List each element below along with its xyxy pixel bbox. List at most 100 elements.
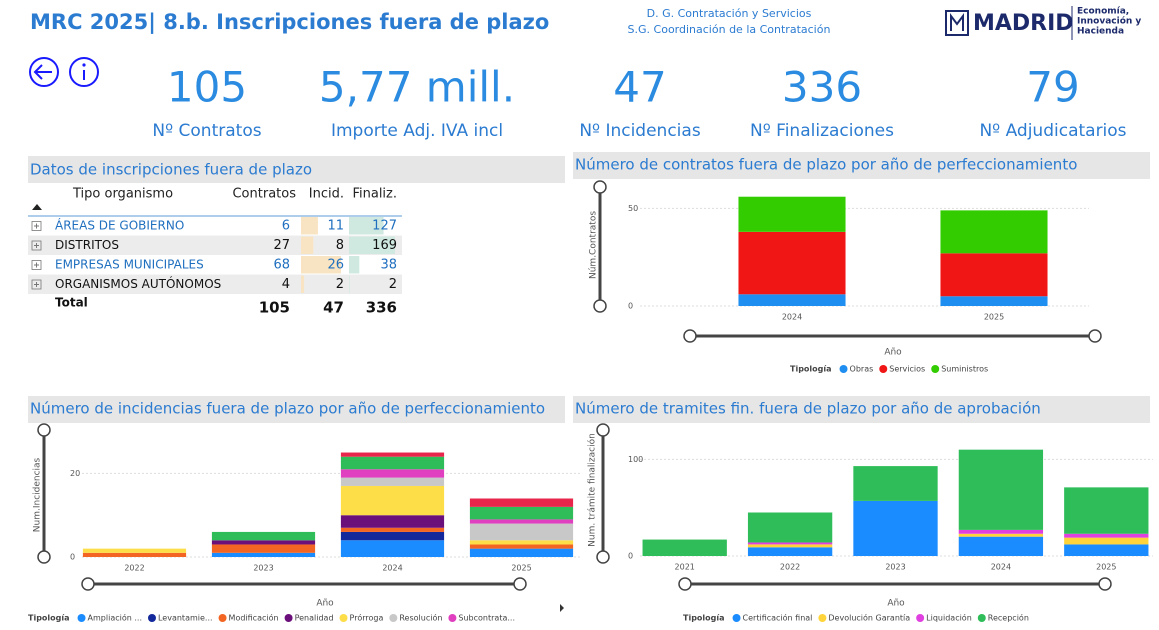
kpi-label: Nº Finalizaciones (750, 121, 894, 141)
legend-swatch (339, 614, 348, 622)
x-axis-label: Año (884, 348, 902, 358)
table-title: Datos de inscripciones fuera de plazo (30, 161, 312, 179)
y-axis-label: Num. trámite finalización (587, 433, 598, 547)
kpi-label: Nº Adjudicatarios (979, 121, 1126, 141)
chart-header-band (573, 152, 1150, 179)
expand-box (31, 240, 42, 251)
logo-text: MADRID (973, 11, 1074, 36)
kpi-value: 336 (782, 63, 862, 112)
legend-label: Modificación (229, 613, 279, 623)
h-slider-handle (1088, 329, 1102, 343)
bar-segment (469, 523, 574, 541)
info-dot[interactable] (82, 63, 86, 67)
y-tick-label: 20 (70, 469, 80, 478)
v-slider-handle (593, 299, 607, 313)
bar-segment (642, 539, 727, 556)
bar-segment (747, 542, 833, 545)
bar-segment (82, 548, 187, 553)
bar-segment (738, 196, 846, 232)
legend-swatch (147, 614, 156, 622)
legend-label: Levantamie... (158, 614, 213, 623)
bar-segment (340, 452, 445, 457)
logo-sub: Economía, (1077, 7, 1129, 17)
legend-swatch (448, 614, 457, 622)
expand-box (31, 260, 42, 270)
legend-swatch (879, 365, 888, 373)
bar-segment (940, 296, 1048, 306)
expand-box (31, 279, 42, 290)
bar-segment (738, 294, 846, 306)
y-tick-label: 0 (628, 552, 633, 561)
unit-line: S.G. Coordinación de la Contratación (628, 23, 831, 36)
cell-value: 2 (389, 277, 397, 292)
kpi-label: Nº Incidencias (579, 121, 701, 141)
legend-swatch (218, 614, 227, 622)
x-tick-label: 2023 (253, 564, 273, 573)
legend-label: Suministros (941, 365, 988, 374)
x-tick-label: 2024 (782, 313, 802, 322)
bar-segment (1064, 537, 1149, 545)
bar-segment (1064, 544, 1149, 556)
legend-label: Liquidación (926, 613, 972, 623)
bar-segment (747, 512, 833, 543)
data-bar (349, 217, 384, 235)
cell-value: 169 (372, 238, 397, 253)
bar-segment (340, 477, 445, 486)
back-button[interactable] (29, 57, 59, 87)
y-tick-label: 100 (628, 455, 643, 464)
h-slider-handle (678, 577, 692, 591)
x-axis-label: Año (887, 599, 905, 609)
x-tick-label: 2025 (984, 313, 1004, 322)
logo-icon (950, 13, 964, 31)
bar-segment (940, 210, 1048, 254)
kpi-value: 47 (613, 63, 666, 112)
expand-box (31, 221, 42, 231)
legend-label: Prórroga (350, 613, 384, 623)
bar-segment (340, 515, 445, 528)
y-axis-label: Num.Incidencias (33, 457, 43, 532)
legend-label: Certificación final (743, 613, 813, 623)
back-arrow[interactable] (33, 64, 52, 80)
x-tick-label: 2022 (124, 564, 144, 573)
bar-segment (1064, 487, 1149, 534)
cell-value: 127 (372, 219, 397, 234)
chart-header-band (28, 396, 565, 423)
legend-label: Penalidad (295, 614, 334, 623)
data-bar (349, 275, 350, 293)
unit-line: D. G. Contratación y Servicios (647, 7, 812, 20)
table-header-band (28, 156, 565, 183)
bar-segment (958, 529, 1044, 534)
bar-segment (211, 531, 316, 541)
bar-segment (958, 536, 1044, 556)
legend-label: Resolución (399, 613, 442, 623)
logo-sub: Innovación y (1077, 16, 1141, 27)
x-tick-label: 2025 (1096, 563, 1116, 572)
legend-label: Ampliación ... (88, 613, 142, 623)
bar-segment (469, 519, 574, 524)
total-value: 105 (259, 299, 290, 317)
info-button[interactable] (69, 57, 99, 87)
column-header: Contratos (232, 187, 296, 202)
sort-indicator (32, 204, 42, 210)
bar-segment (469, 548, 574, 557)
logo-sub: Hacienda (1077, 27, 1124, 37)
chart-header-band (573, 396, 1150, 423)
bar-segment (211, 552, 316, 557)
bar-segment (340, 527, 445, 532)
legend-swatch (977, 614, 986, 622)
legend-more[interactable] (560, 604, 564, 612)
cell-value: 38 (380, 258, 397, 273)
y-tick-label: 50 (628, 204, 638, 213)
x-axis-label: Año (316, 599, 334, 609)
x-tick-label: 2023 (885, 563, 905, 572)
bar-segment (940, 253, 1048, 297)
kpi-value: 105 (167, 63, 247, 112)
cell-value: 6 (282, 219, 290, 234)
bar-segment (747, 547, 833, 556)
total-value: 47 (323, 299, 344, 317)
row-name: ÁREAS DE GOBIERNO (55, 218, 184, 233)
v-slider-handle (37, 550, 51, 564)
total-label: Total (55, 296, 88, 310)
x-tick-label: 2022 (780, 563, 800, 572)
bar-segment (738, 231, 846, 295)
